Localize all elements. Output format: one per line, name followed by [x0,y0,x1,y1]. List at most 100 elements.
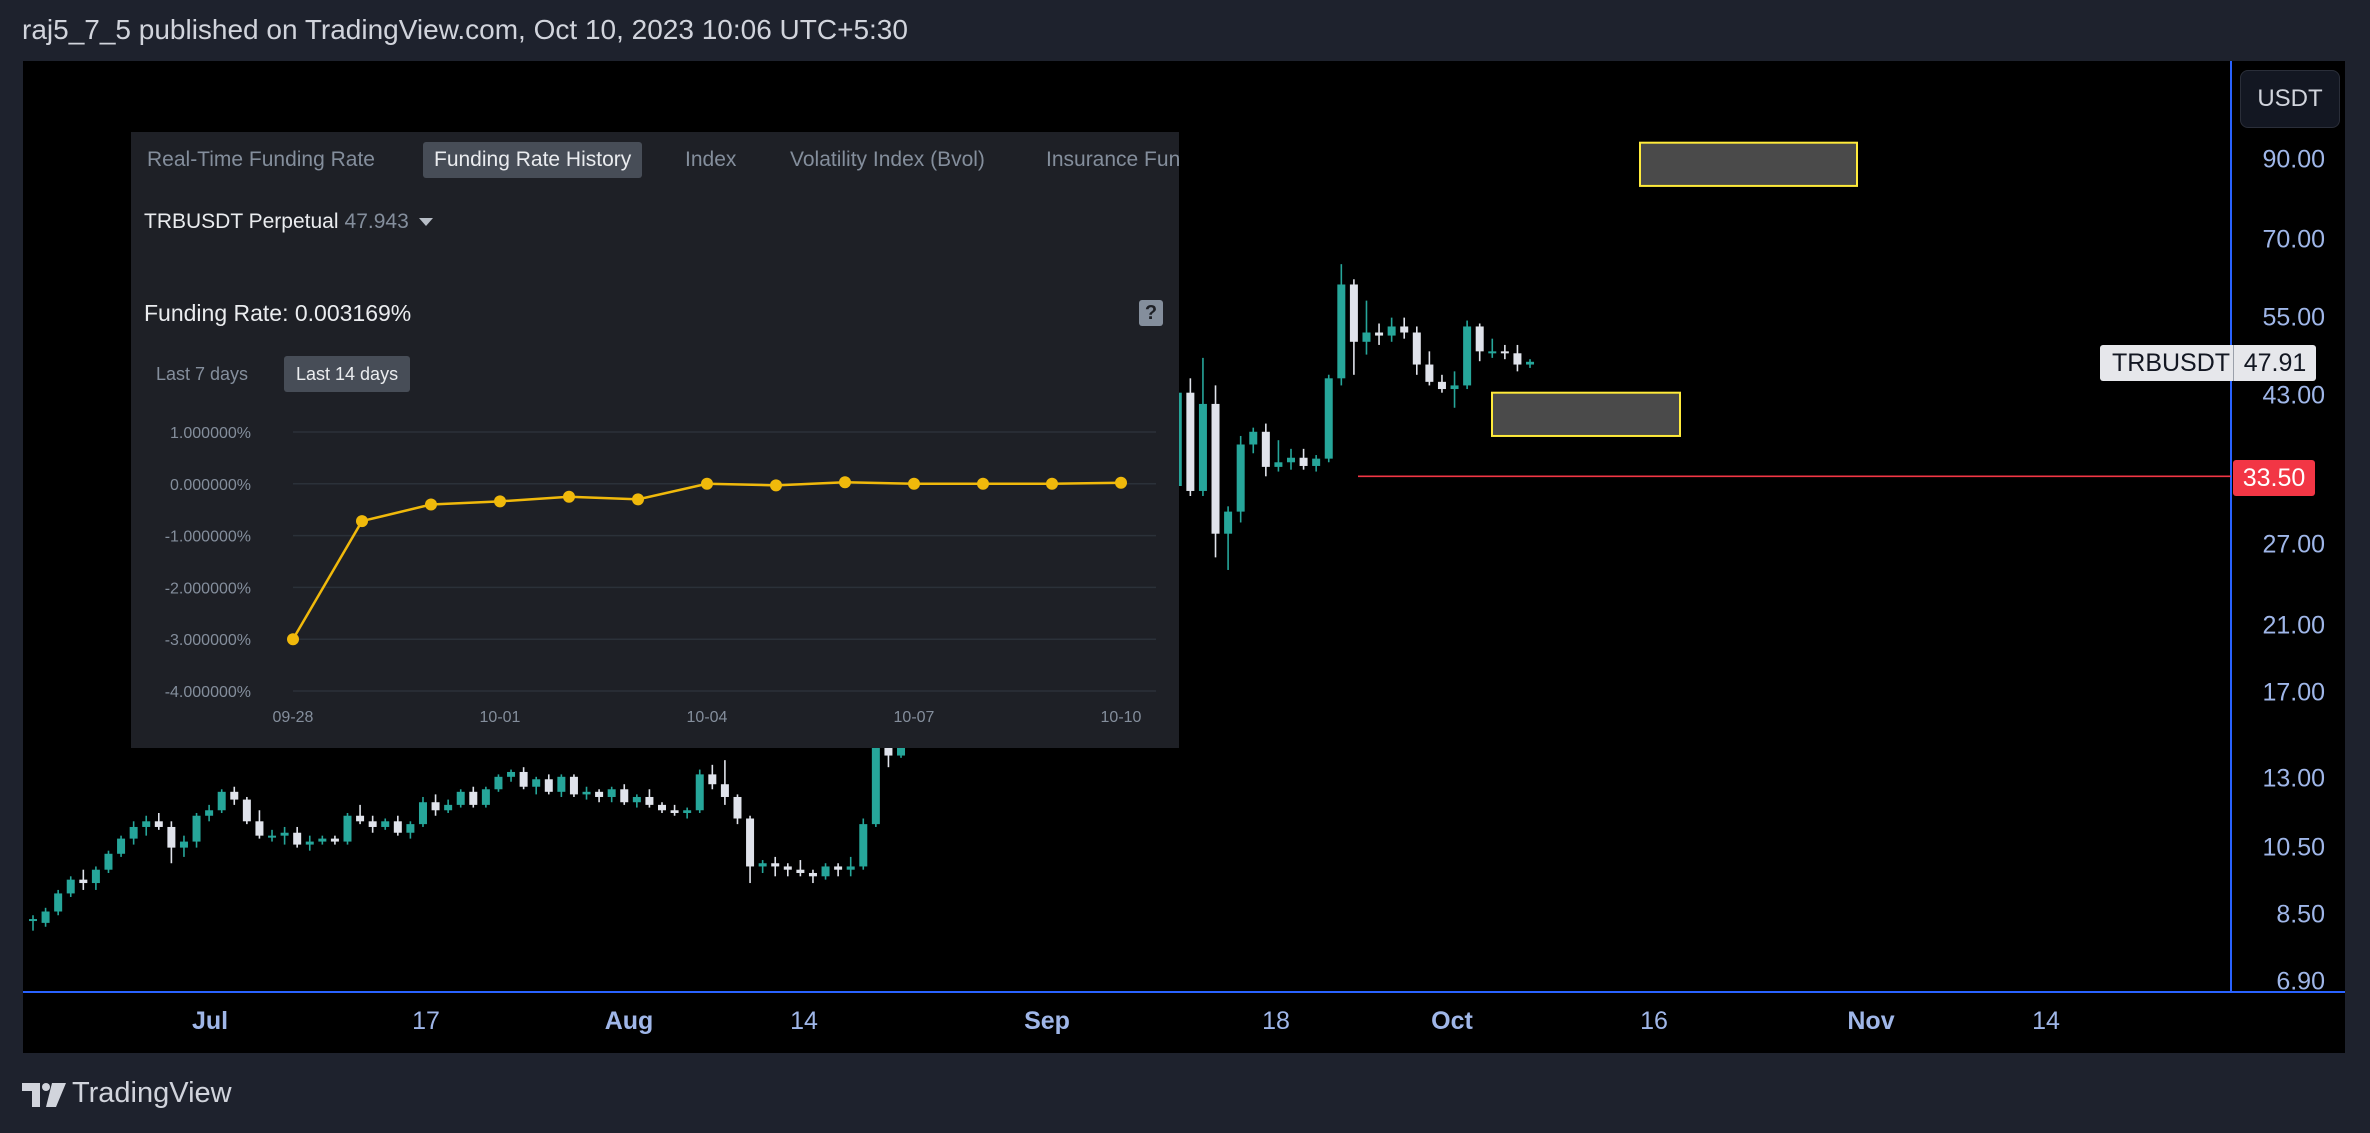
candle-body [343,815,352,842]
symbol-selector[interactable]: TRBUSDT Perpetual 47.943 [144,210,433,234]
funding-y-tick: 1.000000% [170,425,251,442]
funding-x-tick: 10-07 [894,709,935,726]
funding-y-tick: -4.000000% [165,684,251,701]
candle-body [154,821,163,827]
funding-y-tick: -1.000000% [165,529,251,546]
candle-body [469,791,478,805]
time-axis[interactable]: Jul 17 Aug 14 Sep 18 Oct 16 Nov 14 [23,993,2233,1053]
funding-rate-point [1046,477,1058,490]
candle-body [1186,392,1195,491]
period-last-7-days[interactable]: Last 7 days [156,364,249,384]
funding-rate-panel: Real-Time Funding Rate Funding Rate Hist… [131,132,1179,748]
candle-body [268,835,277,838]
candle-body [1349,284,1358,342]
brand-name: TradingView [72,1077,232,1109]
candle-body [494,776,503,790]
funding-rate-label: Funding Rate: 0.003169% [144,300,412,326]
candle-body [720,784,729,797]
candle-body [507,771,516,777]
price-scale-label: 10.50 [2262,833,2325,862]
funding-rate-point [425,498,437,511]
candle-body [1526,361,1535,365]
price-scale-label: 70.00 [2262,225,2325,254]
price-scale-label: 8.50 [2276,900,2325,929]
funding-rate-point [908,477,920,490]
help-icon[interactable]: ? [1139,300,1163,326]
candle-body [418,802,427,825]
price-scale[interactable]: USDT 90.00 70.00 55.00 43.00 27.00 21.00 17.00… [2233,61,2345,996]
candle-body [1513,353,1522,365]
candle-body [1337,284,1346,379]
candle-body [1500,351,1509,354]
candle-body [167,826,176,848]
candle-body [834,866,843,870]
caret-down-icon[interactable] [418,218,433,227]
last-price-badge: 47.91 [2233,345,2316,381]
candle-body [582,791,591,795]
candle-body [1425,364,1434,382]
zone-rectangle[interactable] [1639,141,1858,187]
candle-body [255,821,264,836]
candle-body [1400,326,1409,333]
candle-body [29,919,37,922]
candle-body [79,879,88,884]
last-price-symbol-badge: TRBUSDT [2100,345,2243,381]
candle-body [117,838,126,854]
candle-body [670,810,679,813]
candle-body [217,791,226,811]
time-axis-label: Jul [191,1007,229,1035]
funding-x-tick: 10-10 [1101,709,1142,726]
period-last-14-days[interactable]: Last 14 days [284,356,411,392]
candle-body [783,866,792,870]
candle-body [746,818,755,867]
funding-rate-point [494,495,506,508]
candle-body [683,810,692,813]
currency-button[interactable]: USDT [2240,70,2340,128]
tab-funding-rate-history[interactable]: Funding Rate History [423,142,643,178]
candle-body [1450,385,1459,390]
candle-body [1387,326,1396,336]
candle-body [318,838,327,842]
zone-rectangle[interactable] [1491,391,1681,437]
tradingview-logo-icon [22,1083,66,1107]
candle-body [859,824,868,867]
candle-body [871,722,880,825]
symbol-price: 47.943 [344,210,409,233]
candle-body [632,796,641,803]
candle-body [1412,332,1421,365]
candle-body [356,815,365,822]
time-axis-label: Oct [1431,1007,1473,1035]
tab-real-time-funding-rate[interactable]: Real-Time Funding Rate [147,148,375,171]
candle-body [1287,457,1295,463]
candle-body [821,866,830,877]
tab-index[interactable]: Index [685,148,737,171]
candle-body [142,821,151,827]
candle-body [519,771,528,787]
time-axis-label: Aug [604,1007,654,1035]
candle-body [607,789,616,797]
price-scale-label: 55.00 [2262,303,2325,332]
candle-body [444,804,453,811]
candle-body [569,776,578,795]
funding-x-tick: 10-01 [480,709,521,726]
funding-x-tick: 09-28 [273,709,314,726]
funding-rate-line [291,480,1122,640]
candle-body [192,815,201,842]
candle-body [645,796,654,805]
funding-rate-point [977,477,989,490]
candle-body [758,863,767,867]
candle-body [532,779,541,787]
candle-body [406,824,415,833]
tab-volatility-index[interactable]: Volatility Index (Bvol) [790,148,985,171]
price-scale-label: 13.00 [2262,764,2325,793]
candle-body [129,826,138,839]
candle-body [544,779,553,792]
time-axis-label: 14 [2032,1007,2060,1035]
candle-body [381,821,390,827]
candle-body [91,869,100,884]
price-scale-label: 6.90 [2276,967,2325,996]
price-scale-label: 90.00 [2262,145,2325,174]
candle-body [1211,403,1220,534]
tab-insurance-fund[interactable]: Insurance Fun [1046,148,1179,171]
